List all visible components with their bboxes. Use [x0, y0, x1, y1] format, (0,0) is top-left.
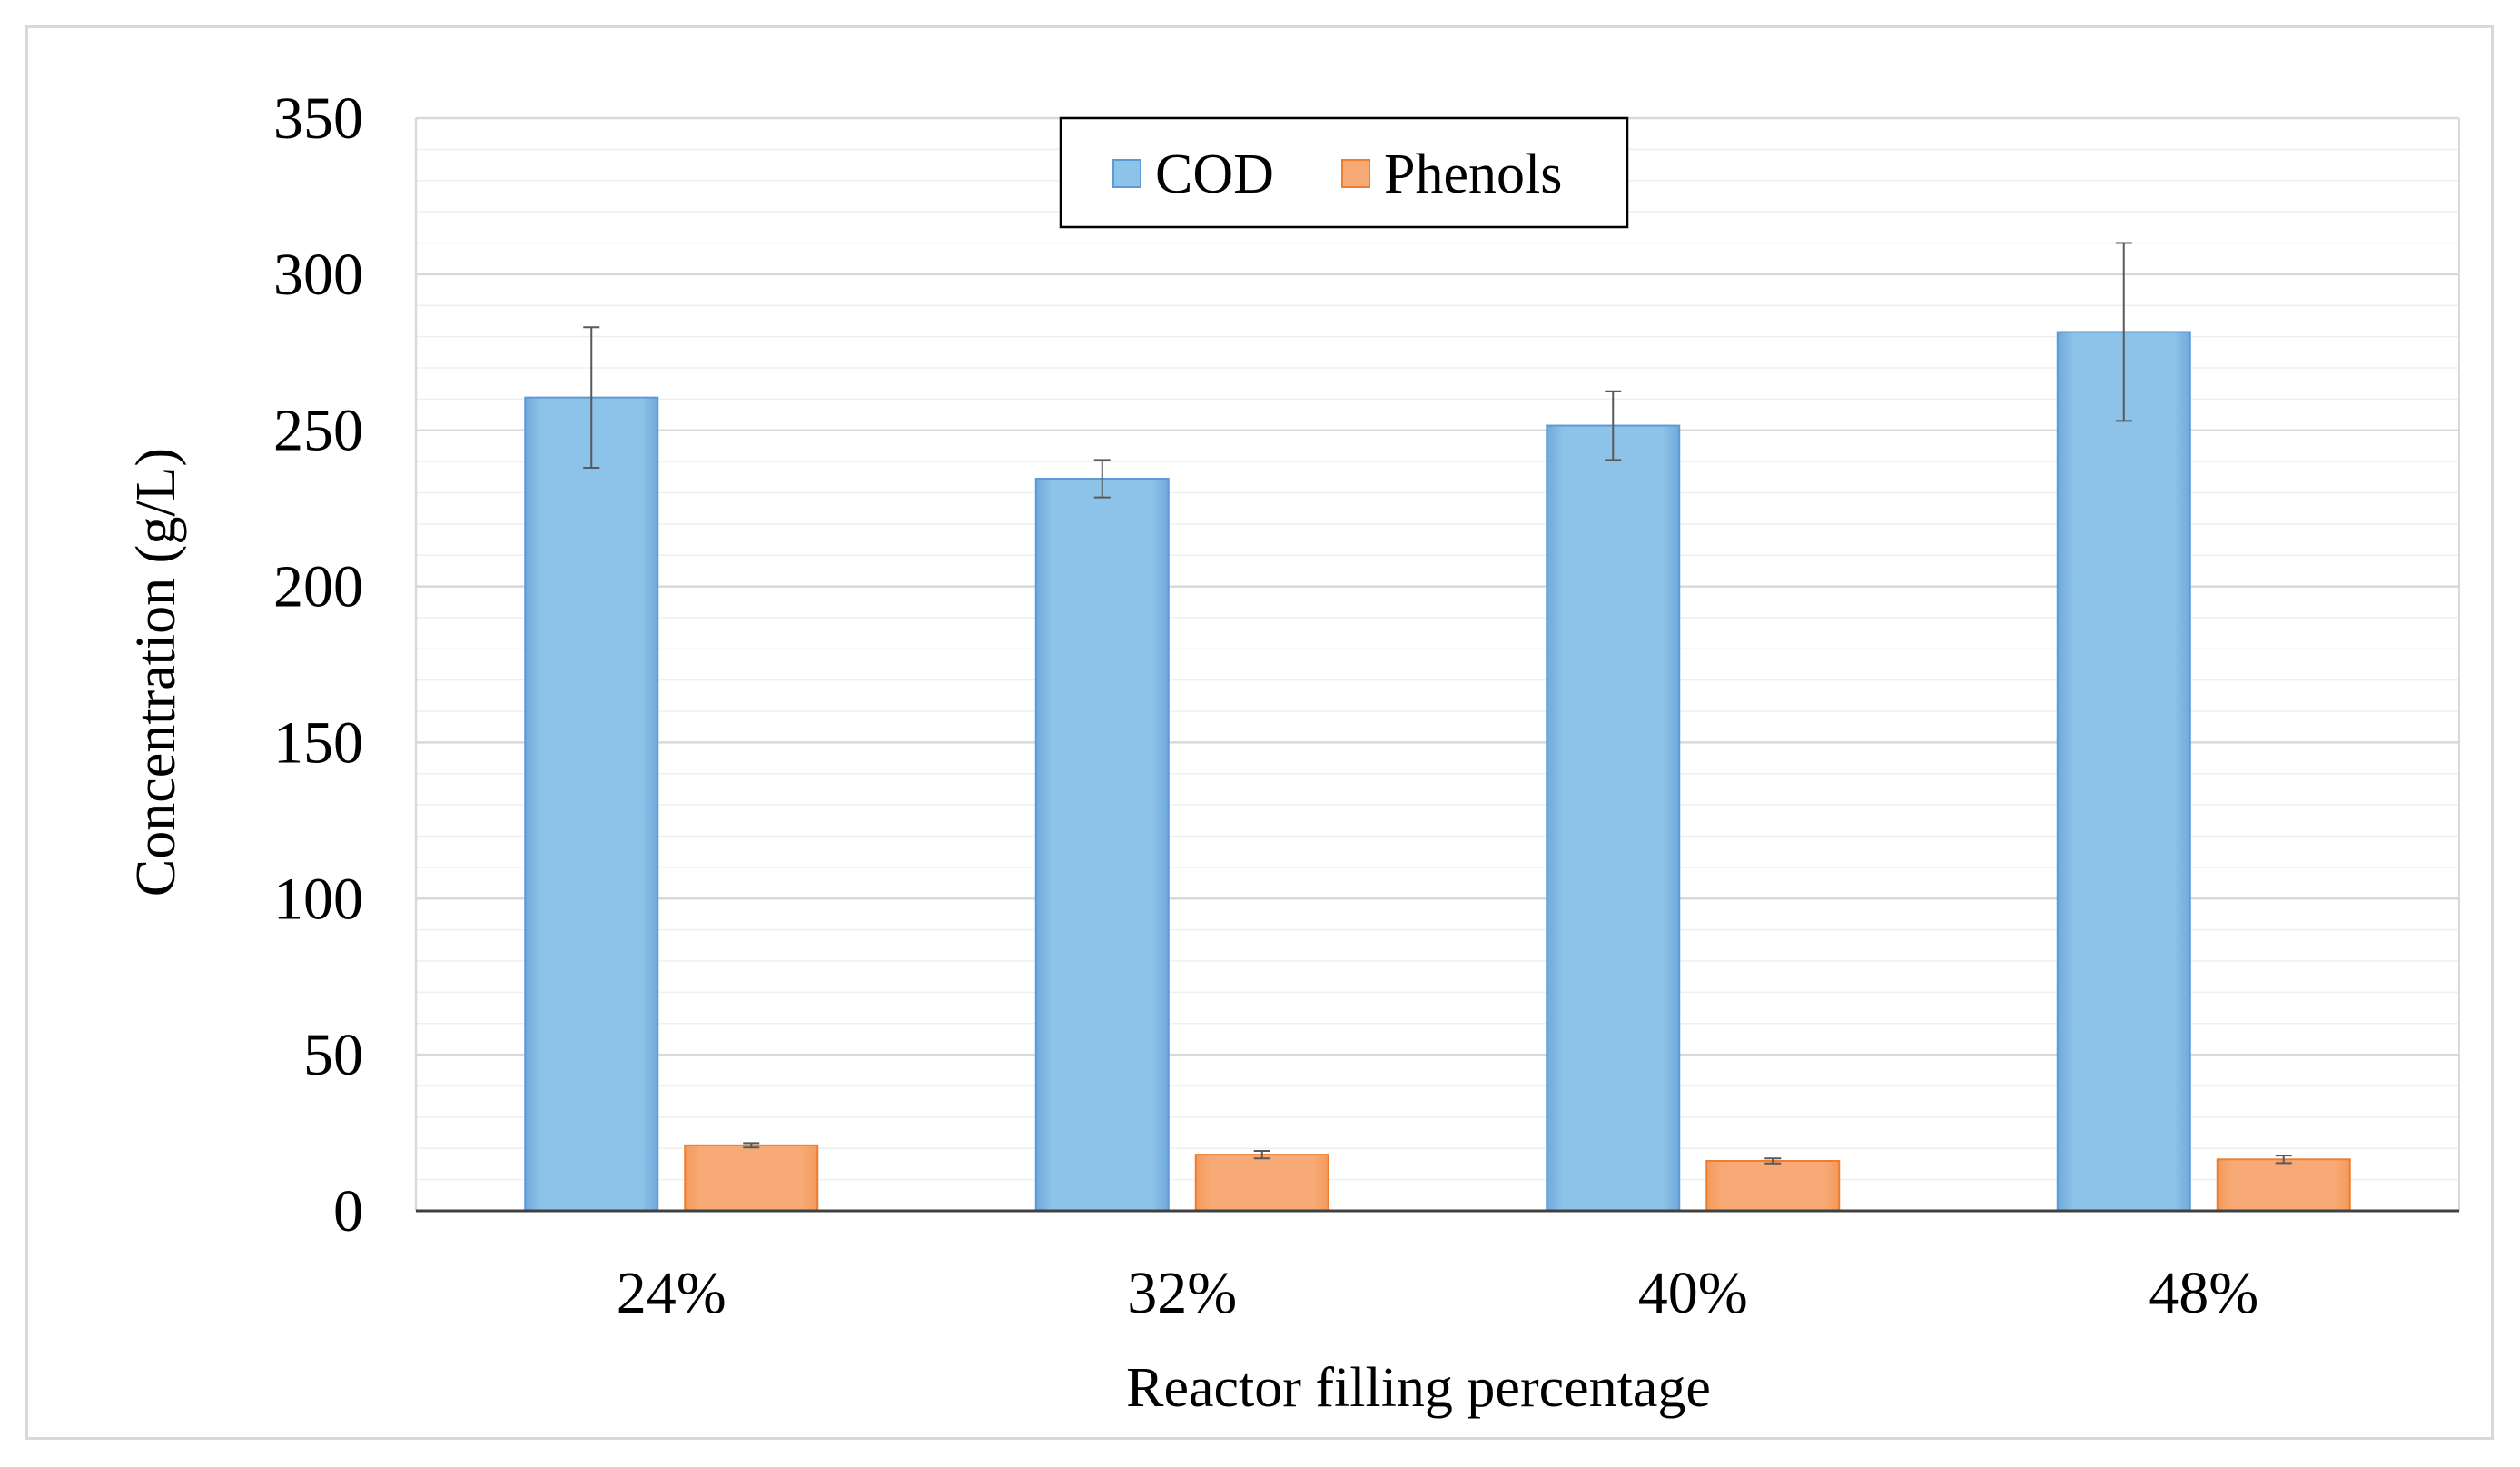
y-axis-title: Concentration (g/L) — [125, 448, 187, 897]
y-tick-label: 0 — [333, 1178, 363, 1244]
bar-cod — [1034, 477, 1170, 1212]
x-tick-label: 24% — [617, 1260, 726, 1326]
error-bars — [583, 242, 2292, 1165]
axes — [414, 118, 2459, 1213]
legend-swatch-phenols — [1341, 159, 1370, 188]
bar-cod — [2056, 331, 2191, 1212]
y-tick-label: 250 — [273, 398, 363, 464]
bar-phenols — [2216, 1158, 2351, 1212]
bars — [524, 331, 2351, 1213]
legend-swatch-cod — [1112, 159, 1141, 188]
y-tick-label: 350 — [273, 85, 363, 152]
bar-phenols — [1705, 1160, 1841, 1213]
bar-cod — [524, 396, 659, 1213]
legend-label-phenols: Phenols — [1384, 144, 1562, 205]
y-tick-label: 200 — [273, 554, 363, 620]
bar-phenols — [684, 1144, 819, 1212]
tick-labels: 0 50 100 150 200 250 300 350 24% 32% 40% 48% — [273, 85, 2258, 1326]
x-tick-label: 40% — [1638, 1260, 1748, 1326]
legend: COD Phenols — [1059, 116, 1629, 229]
bar-cod — [1546, 424, 1681, 1212]
x-tick-label: 48% — [2149, 1260, 2258, 1326]
legend-label-cod: COD — [1155, 144, 1274, 205]
y-tick-label: 300 — [273, 242, 363, 308]
bar-phenols — [1194, 1154, 1329, 1213]
x-tick-label: 32% — [1127, 1260, 1237, 1326]
y-tick-label: 100 — [273, 866, 363, 932]
y-tick-label: 150 — [273, 709, 363, 776]
y-tick-label: 50 — [303, 1022, 363, 1088]
x-axis-title: Reactor filling percentage — [1126, 1357, 1711, 1419]
